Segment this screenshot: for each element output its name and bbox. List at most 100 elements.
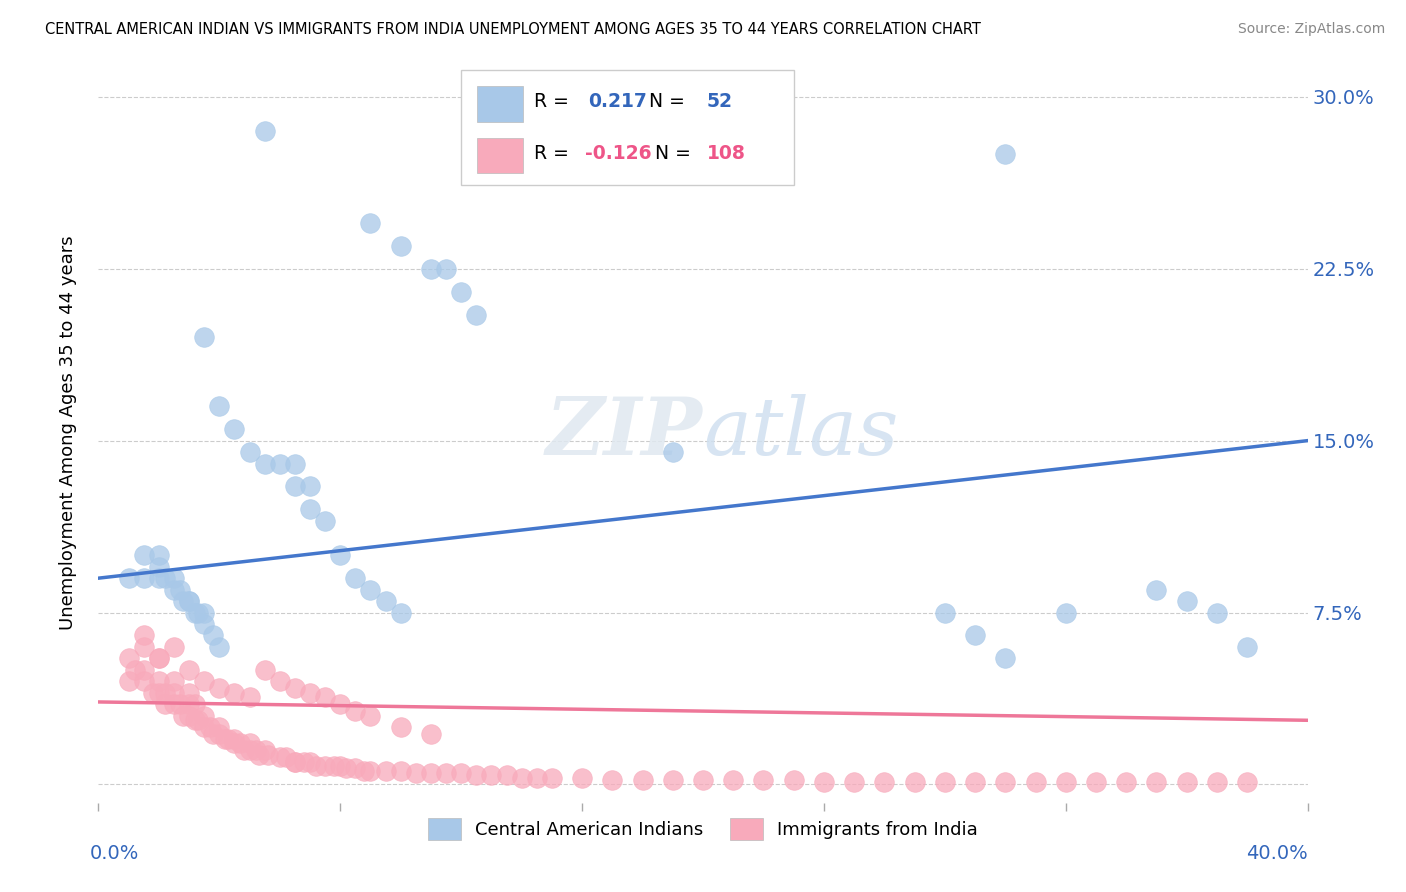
Point	[256, 747, 278, 762]
Point	[389, 720, 412, 734]
Point	[217, 731, 239, 746]
Point	[193, 617, 215, 632]
Point	[661, 445, 683, 459]
Point	[193, 720, 215, 734]
Point	[148, 651, 170, 665]
Point	[602, 772, 624, 787]
Point	[934, 775, 956, 789]
Point	[335, 761, 357, 775]
Point	[389, 764, 412, 778]
Point	[202, 628, 225, 642]
Text: 0.0%: 0.0%	[90, 844, 139, 863]
Point	[292, 755, 315, 769]
Text: atlas: atlas	[703, 394, 898, 471]
Point	[994, 775, 1017, 789]
Point	[224, 736, 246, 750]
Point	[239, 690, 262, 705]
Point	[184, 713, 207, 727]
Point	[723, 772, 745, 787]
Point	[360, 708, 382, 723]
Point	[540, 771, 562, 785]
Point	[208, 640, 231, 654]
Point	[169, 698, 191, 712]
Point	[179, 686, 201, 700]
Point	[148, 651, 170, 665]
Point	[179, 663, 201, 677]
Point	[214, 731, 236, 746]
Point	[200, 720, 222, 734]
Point	[353, 764, 375, 778]
Point	[224, 731, 246, 746]
Point	[1085, 775, 1108, 789]
Y-axis label: Unemployment Among Ages 35 to 44 years: Unemployment Among Ages 35 to 44 years	[59, 235, 77, 630]
Point	[305, 759, 328, 773]
Point	[1144, 775, 1167, 789]
Point	[184, 606, 207, 620]
Text: N =: N =	[655, 144, 696, 163]
Point	[434, 261, 457, 276]
Point	[1024, 775, 1046, 789]
Point	[179, 708, 201, 723]
Point	[163, 640, 186, 654]
Point	[994, 651, 1017, 665]
Point	[1054, 606, 1077, 620]
Point	[224, 686, 246, 700]
Point	[314, 514, 336, 528]
Point	[193, 606, 215, 620]
Legend: Central American Indians, Immigrants from India: Central American Indians, Immigrants fro…	[419, 809, 987, 849]
Point	[965, 775, 987, 789]
Point	[179, 594, 201, 608]
Point	[193, 708, 215, 723]
Point	[465, 308, 488, 322]
Point	[994, 147, 1017, 161]
Point	[187, 606, 209, 620]
Point	[965, 628, 987, 642]
Point	[374, 594, 396, 608]
Text: 0.217: 0.217	[588, 92, 647, 112]
Point	[208, 720, 231, 734]
Point	[631, 772, 654, 787]
Point	[163, 582, 186, 597]
Point	[208, 399, 231, 413]
Point	[274, 750, 297, 764]
Point	[323, 759, 346, 773]
Point	[132, 548, 155, 562]
Point	[299, 686, 322, 700]
Bar	[477, 87, 523, 121]
Point	[153, 571, 176, 585]
Point	[245, 743, 267, 757]
Point	[118, 674, 141, 689]
Point	[344, 761, 367, 775]
Point	[229, 736, 252, 750]
Text: N =: N =	[648, 92, 690, 112]
Point	[193, 330, 215, 344]
Point	[526, 771, 548, 785]
Point	[284, 755, 307, 769]
Point	[132, 640, 155, 654]
Point	[1236, 775, 1258, 789]
Point	[434, 766, 457, 780]
Text: 40.0%: 40.0%	[1246, 844, 1308, 863]
FancyBboxPatch shape	[461, 70, 793, 185]
Point	[142, 686, 165, 700]
Point	[1175, 594, 1198, 608]
Point	[389, 239, 412, 253]
Point	[163, 571, 186, 585]
Point	[148, 559, 170, 574]
Point	[224, 422, 246, 436]
Point	[284, 681, 307, 696]
Point	[253, 457, 276, 471]
Point	[172, 708, 194, 723]
Point	[329, 548, 352, 562]
Point	[314, 759, 336, 773]
Point	[844, 775, 866, 789]
Point	[481, 768, 503, 782]
Point	[284, 755, 307, 769]
Point	[420, 261, 443, 276]
Point	[118, 571, 141, 585]
Point	[873, 775, 896, 789]
Point	[299, 479, 322, 493]
Point	[465, 768, 488, 782]
Point	[329, 759, 352, 773]
Point	[132, 628, 155, 642]
